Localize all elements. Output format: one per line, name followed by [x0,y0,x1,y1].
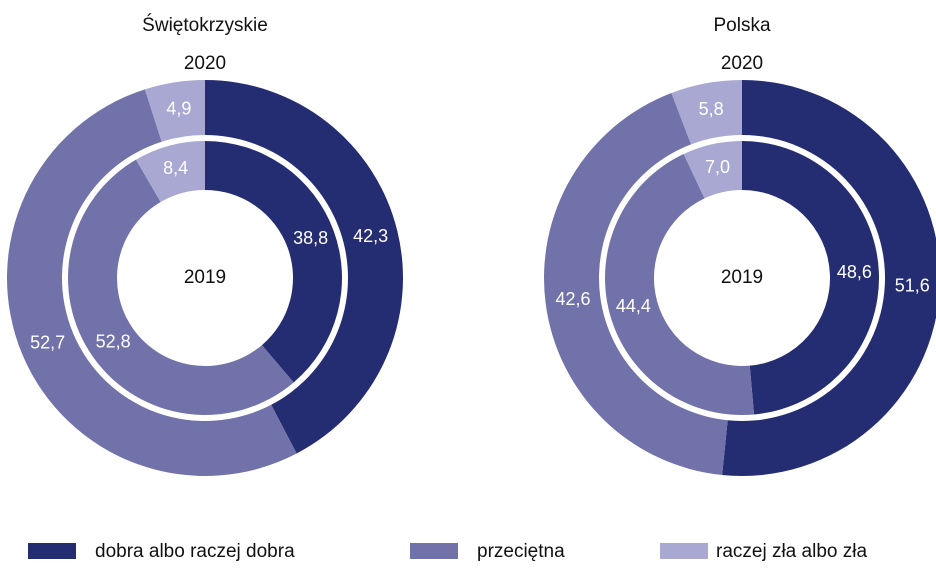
donut-segment [205,141,342,383]
legend-label: przeciętna [477,541,565,562]
value-label: 7,0 [705,157,730,177]
value-label: 44,4 [616,296,651,316]
ring-label: 2019 [184,267,226,288]
legend-label: dobra albo raczej dobra [95,541,295,562]
panel-title: Polska [713,15,770,36]
value-label: 52,8 [96,332,131,352]
value-label: 42,3 [353,226,388,246]
value-label: 5,8 [699,99,724,119]
donut-segment [68,159,294,415]
value-label: 51,6 [895,275,930,295]
donut-segment [543,93,728,476]
value-label: 8,4 [163,158,188,178]
legend-swatch [410,543,458,559]
value-label: 48,6 [837,262,872,282]
value-label: 52,7 [30,332,65,352]
value-label: 38,8 [293,228,328,248]
legend-swatch [660,543,708,559]
legend-swatch [28,543,76,559]
donut-segment [722,80,936,476]
donut-segment [604,154,755,415]
ring-separator [600,136,884,420]
donut-segment [671,80,742,145]
donut-segment [144,80,205,142]
value-label: 4,9 [166,98,191,118]
donut-segment [205,80,404,454]
legend-label: raczej zła albo zła [716,541,867,562]
ring-label: 2020 [184,53,226,74]
panel-title: Świętokrzyskie [142,14,268,36]
donut-segment [683,141,742,199]
ring-label: 2020 [721,53,763,74]
value-label: 42,6 [555,289,590,309]
ring-separator [63,136,347,420]
donut-segment [742,141,879,415]
donut-segment [136,141,205,202]
donut-segment [7,89,297,476]
ring-label: 2019 [721,267,763,288]
